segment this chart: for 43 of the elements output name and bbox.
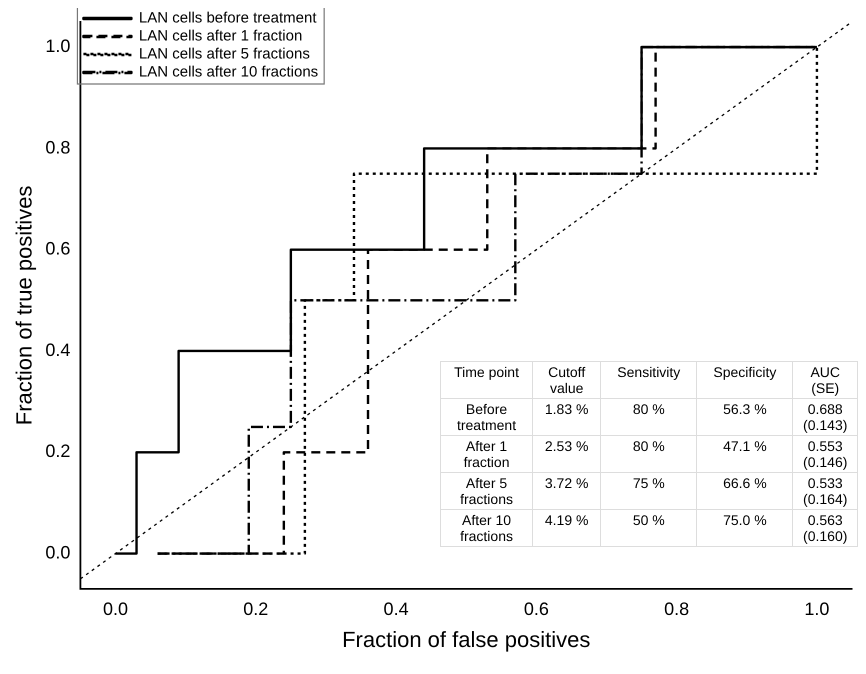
annotation: 80 %: [600, 436, 697, 472]
annotation: Specificity: [696, 362, 793, 398]
x-tick-label: 0.2: [243, 598, 268, 619]
y-tick-label: 0.4: [45, 340, 70, 360]
annotation: AUC (SE): [792, 362, 858, 398]
annotation: 4.19 %: [532, 510, 601, 546]
annotation: 3.72 %: [532, 472, 601, 510]
y-tick-label: 1.0: [45, 36, 70, 56]
annotation: 1.83 %: [532, 398, 601, 436]
annotation: 80 %: [600, 398, 697, 436]
x-tick-label: 0.4: [384, 598, 409, 619]
x-tick-label: 0.8: [664, 598, 690, 619]
x-axis-title: Fraction of false positives: [342, 626, 590, 652]
legend-label: LAN cells before treatment: [138, 10, 318, 27]
y-axis-title: Fraction of true positives: [11, 186, 36, 426]
x-tick-label: 0.6: [524, 598, 549, 619]
annotation: After 5 fractions: [440, 472, 533, 510]
y-tick-label: 0.2: [45, 441, 70, 462]
annotation: After 1 fraction: [440, 436, 533, 472]
annotation: 50 %: [600, 510, 697, 546]
x-tick-label: 1.0: [804, 598, 830, 619]
annotation: 0.533 (0.164): [792, 472, 858, 510]
annotation: 56.3 %: [696, 398, 793, 436]
x-tick-label: 0.0: [102, 598, 128, 619]
annotation: 0.688 (0.143): [792, 398, 858, 436]
annotation: 0.553 (0.146): [792, 436, 858, 472]
annotation: Before treatment: [440, 398, 533, 436]
legend-label: LAN cells after 5 fractions: [138, 46, 310, 63]
y-tick-label: 0.6: [45, 238, 70, 259]
annotation: 75 %: [600, 472, 697, 510]
legend-label: LAN cells after 10 fractions: [138, 64, 318, 81]
legend-label: LAN cells after 1 fraction: [138, 28, 302, 45]
annotation: After 10 fractions: [440, 510, 533, 546]
annotation: Cutoff value: [532, 362, 601, 398]
annotation: 66.6 %: [696, 472, 793, 510]
y-tick-label: 0.8: [45, 137, 70, 158]
annotation: Sensitivity: [600, 362, 697, 398]
y-tick-label: 0.0: [45, 542, 70, 563]
annotation: Time point: [440, 362, 533, 398]
annotation: 0.563 (0.160): [792, 510, 858, 546]
annotation: 2.53 %: [532, 436, 601, 472]
annotation: 47.1 %: [696, 436, 793, 472]
annotation: 75.0 %: [696, 510, 793, 546]
